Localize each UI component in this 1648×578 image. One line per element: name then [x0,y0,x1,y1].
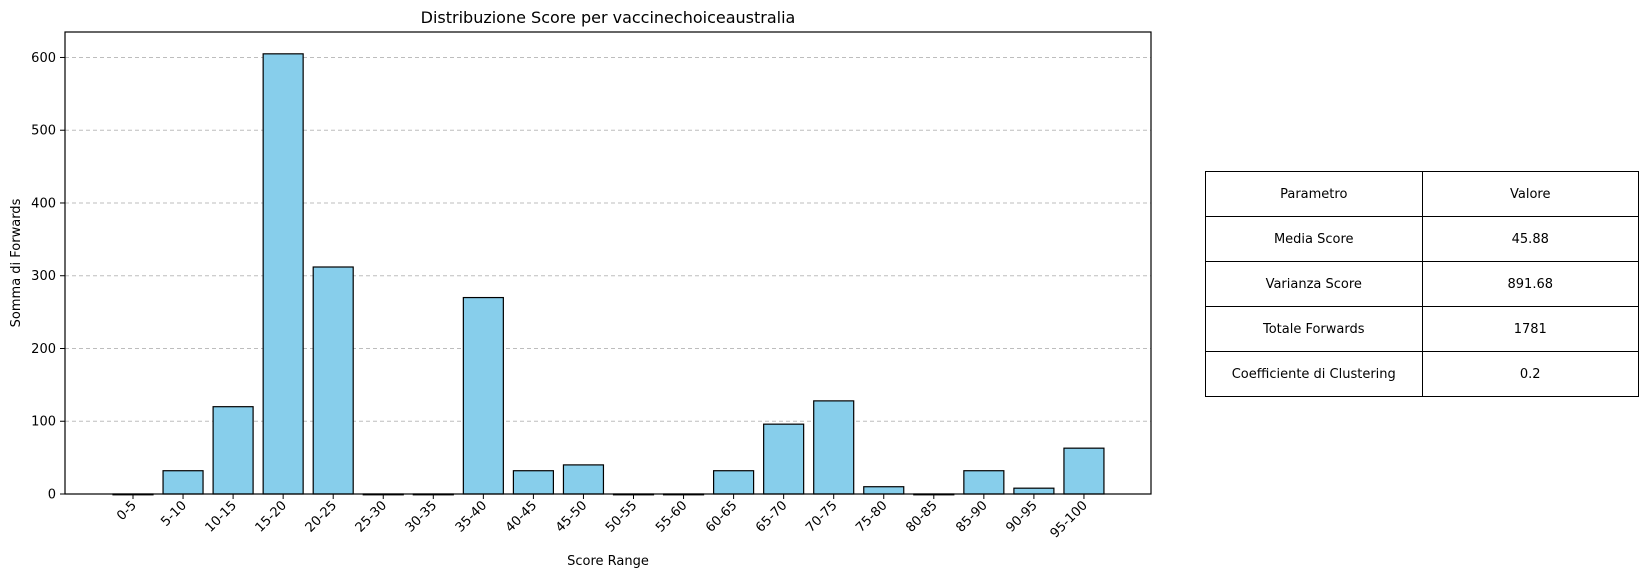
bar [813,400,855,495]
x-tick-label: 55-60 [653,498,690,535]
y-tick-label: 600 [31,51,56,66]
x-tick-label: 45-50 [553,498,590,535]
x-tick-label: 65-70 [753,498,790,535]
table-header-cell: Parametro [1205,171,1423,217]
x-tick-label: 60-65 [703,498,740,535]
table-row: Coefficiente di Clustering 0.2 [1205,351,1639,397]
x-tick-label: 0-5 [114,498,140,524]
x-tick-label: 85-90 [953,498,990,535]
table-header-row: Parametro Valore [1205,171,1639,217]
x-tick-label: 10-15 [203,498,240,535]
table-row: Totale Forwards 1781 [1205,306,1639,352]
stats-table: Parametro Valore Media Score 45.88 Varia… [1205,171,1639,397]
y-tick-label: 200 [31,342,56,357]
x-tick-label: 40-45 [503,498,540,535]
bar [162,470,204,495]
x-tick-label: 90-95 [1003,498,1040,535]
y-tick-label: 100 [31,415,56,430]
bar [212,406,254,495]
x-tick-label: 25-30 [353,498,390,535]
bar [1013,487,1055,495]
table-cell-param: Coefficiente di Clustering [1205,351,1423,397]
x-tick-label: 80-85 [903,498,940,535]
x-tick-label: 70-75 [803,498,840,535]
x-tick-label: 50-55 [603,498,640,535]
table-row: Media Score 45.88 [1205,216,1639,262]
y-tick-label: 0 [48,488,56,503]
bar [763,423,805,495]
table-cell-value: 0.2 [1421,351,1639,397]
table-cell-param: Varianza Score [1205,261,1423,307]
axes-frame [64,31,1152,495]
bar [863,486,905,495]
bar [512,470,555,495]
table-cell-param: Media Score [1205,216,1423,262]
table-cell-param: Totale Forwards [1205,306,1423,352]
x-axis-label: Score Range [567,554,649,569]
bar [963,470,1005,495]
bar [312,266,354,495]
table-cell-value: 1781 [1421,306,1639,352]
table-cell-value: 45.88 [1421,216,1639,262]
bar [262,53,304,495]
table-row: Varianza Score 891.68 [1205,261,1639,307]
x-tick-label: 35-40 [453,498,490,535]
y-tick-label: 500 [31,124,56,139]
y-tick-label: 400 [31,196,56,211]
x-tick-label: 75-80 [853,498,890,535]
y-axis-label: Somma di Forwards [9,198,24,327]
y-tick-label: 300 [31,269,56,284]
bar [1063,447,1105,495]
bar [562,464,605,495]
bar [462,296,504,495]
x-tick-label: 5-10 [158,498,189,529]
table-cell-value: 891.68 [1421,261,1639,307]
table-header-cell: Valore [1421,171,1639,217]
x-tick-label: 20-25 [303,498,340,535]
plot-area: 0 100 200 300 400 500 600 0-5 5-10 10-15 15-20 20-2… [31,31,1152,541]
x-tick-label: 30-35 [403,498,440,535]
chart-title: Distribuzione Score per vaccinechoiceaus… [421,8,796,27]
bar [712,470,755,495]
x-tick-label: 15-20 [253,498,290,535]
x-tick-label: 95-100 [1048,498,1091,541]
